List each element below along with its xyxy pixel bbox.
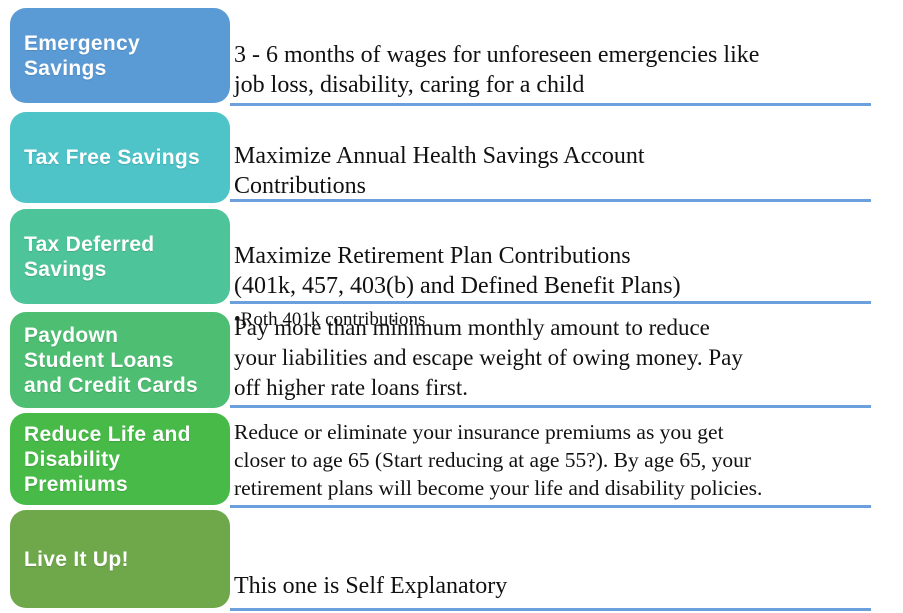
divider-line — [230, 103, 871, 106]
step-bullet-note: •Roth 401k contributions — [234, 309, 426, 330]
divider-line — [230, 505, 871, 508]
step-label: Tax Free Savings — [24, 146, 200, 169]
divider-line — [230, 199, 871, 202]
step-box-live-it-up: Live It Up! — [10, 510, 230, 608]
divider-line — [230, 405, 871, 408]
step-box-reduce-premiums: Reduce Life and Disability Premiums — [10, 413, 230, 505]
step-label: Reduce Life and Disability Premiums — [24, 422, 191, 496]
step-description: Maximize Annual Health Savings Account C… — [234, 143, 645, 199]
step-label: Emergency Savings — [24, 31, 140, 80]
step-description: Reduce or eliminate your insurance premi… — [234, 420, 763, 500]
step-description-main: Maximize Retirement Plan Contributions (… — [234, 243, 681, 299]
step-description: Maximize Retirement Plan Contributions (… — [234, 211, 882, 362]
step-description: Pay more than minimum monthly amount to … — [234, 315, 743, 400]
divider-line — [230, 301, 871, 304]
step-description: 3 - 6 months of wages for unforeseen eme… — [234, 42, 760, 98]
step-box-emergency-savings: Emergency Savings — [10, 8, 230, 103]
step-label: Live It Up! — [24, 547, 129, 571]
step-description: This one is Self Explanatory — [234, 573, 508, 599]
step-box-tax-deferred-savings: Tax Deferred Savings — [10, 209, 230, 304]
step-box-tax-free-savings: Tax Free Savings — [10, 112, 230, 203]
step-label: Tax Deferred Savings — [24, 232, 155, 281]
step-label: Paydown Student Loans and Credit Cards — [24, 323, 198, 397]
divider-line — [230, 608, 871, 611]
step-box-paydown-loans: Paydown Student Loans and Credit Cards — [10, 312, 230, 408]
